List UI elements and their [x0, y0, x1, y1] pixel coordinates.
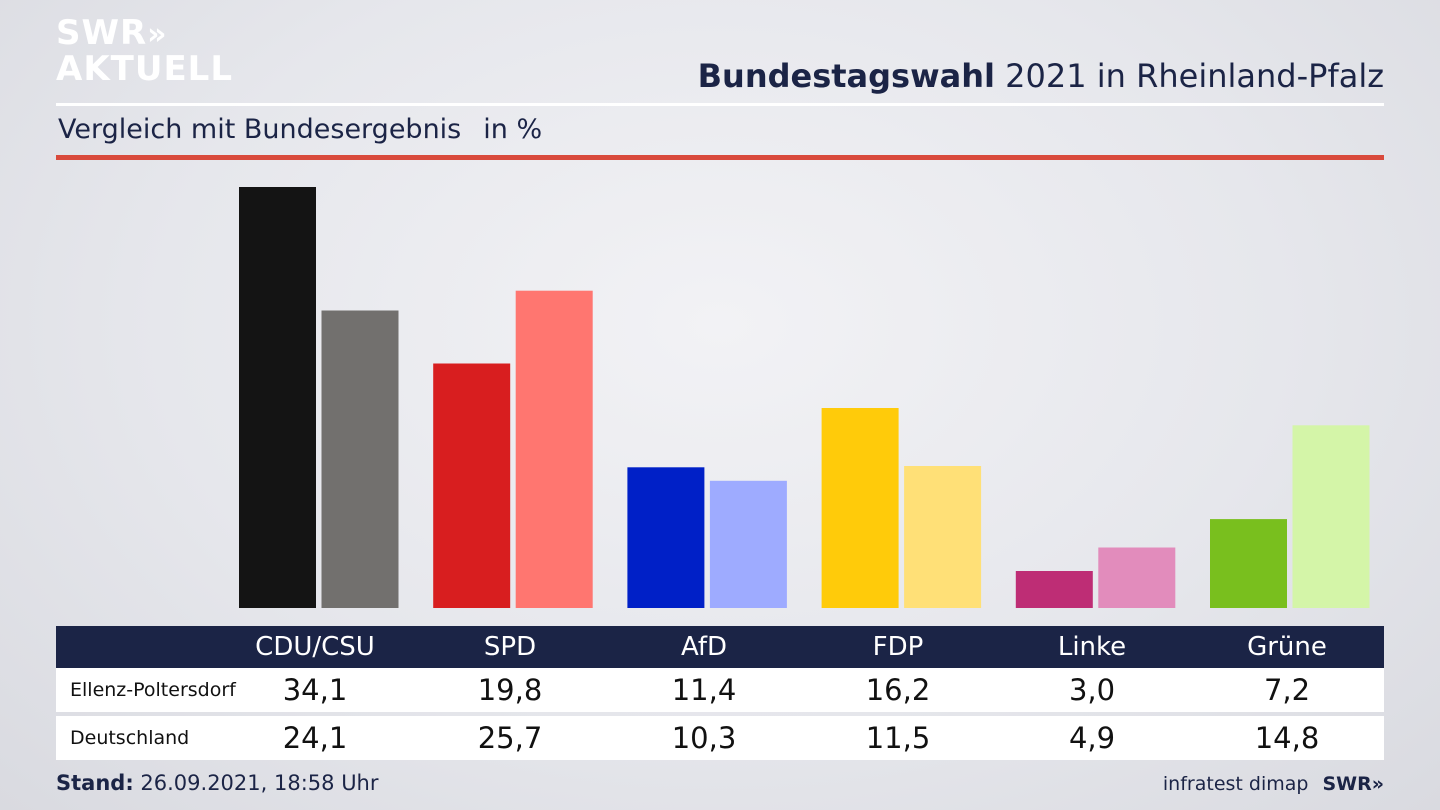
bar-cdu-csu-national — [321, 310, 399, 608]
table-cell: 19,8 — [477, 673, 543, 707]
bar-spd-national — [515, 290, 593, 608]
title-rest: 2021 in Rheinland-Pfalz — [1005, 57, 1384, 95]
bar-chart — [239, 187, 1370, 608]
timestamp: Stand: 26.09.2021, 18:58 Uhr — [56, 771, 379, 795]
header-divider — [56, 103, 1384, 106]
chart-subtitle: Vergleich mit Bundesergebnis in % — [58, 114, 543, 145]
column-header: AfD — [680, 632, 728, 662]
bar-linke-local — [1015, 571, 1093, 608]
title-bold: Bundestagswahl — [697, 57, 995, 95]
table-cell: 24,1 — [282, 721, 348, 755]
table-cell: 25,7 — [477, 721, 543, 755]
bar-linke-national — [1098, 547, 1176, 608]
table-cell: 16,2 — [865, 673, 931, 707]
results-table: CDU/CSU SPD AfD FDP Linke Grüne Ellenz-Polter… — [56, 626, 1384, 760]
column-header: CDU/CSU — [255, 632, 375, 662]
column-header: Linke — [1057, 632, 1127, 662]
bar-spd-local — [433, 363, 511, 608]
row-label: Deutschland — [70, 727, 190, 749]
table-row: Deutschland 24,1 25,7 10,3 11,5 4,9 14,8 — [56, 716, 1384, 760]
table-cell: 11,4 — [671, 673, 737, 707]
table-row: Ellenz-Poltersdorf 34,1 19,8 11,4 16,2 3,0 7,2 — [56, 668, 1384, 712]
column-header: SPD — [483, 632, 537, 662]
source-name: infratest dimap — [1162, 773, 1309, 795]
row-label: Ellenz-Poltersdorf — [70, 679, 236, 701]
source-credit: infratest dimap SWR» — [1163, 773, 1384, 795]
bar-cdu-csu-local — [239, 187, 316, 608]
bar-fdp-local — [821, 408, 899, 608]
table-cell: 7,2 — [1263, 673, 1311, 707]
table-cell: 3,0 — [1068, 673, 1116, 707]
column-header: Grüne — [1247, 632, 1327, 662]
bar-afd-national — [709, 480, 787, 608]
page-title: Bundestagswahl 2021 in Rheinland-Pfalz — [698, 57, 1384, 95]
bar-afd-local — [627, 467, 705, 608]
bar-fdp-national — [904, 466, 982, 608]
bar-gr-ne-national — [1292, 425, 1370, 608]
table-cell: 14,8 — [1254, 721, 1320, 755]
table-cell: 4,9 — [1068, 721, 1116, 755]
accent-divider — [56, 155, 1384, 160]
table-cell: 11,5 — [865, 721, 931, 755]
swr-aktuell-logo: SWR» AKTUELL — [56, 13, 234, 89]
bar-gr-ne-local — [1210, 519, 1287, 608]
table-cell: 10,3 — [671, 721, 737, 755]
swr-brand-logo: SWR» — [1322, 773, 1384, 795]
column-header: FDP — [872, 632, 924, 662]
unit-label: in % — [483, 114, 543, 145]
table-header: CDU/CSU SPD AfD FDP Linke Grüne — [56, 626, 1384, 668]
table-cell: 34,1 — [282, 673, 348, 707]
